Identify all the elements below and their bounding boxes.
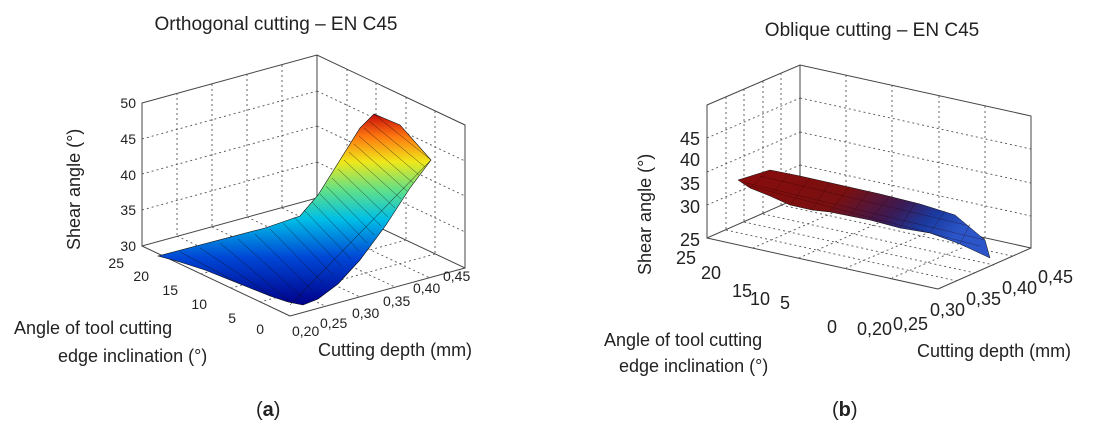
chart-b-y-tick: 25 bbox=[676, 248, 696, 268]
chart-b-y-label-line1: Angle of tool cutting bbox=[604, 330, 762, 350]
chart-a-x-tick: 0,20 bbox=[292, 323, 319, 339]
chart-b-z-tick: 30 bbox=[680, 197, 700, 217]
chart-a-z-tick: 50 bbox=[120, 95, 136, 111]
chart-a-panel-label: (a) bbox=[256, 399, 280, 421]
chart-b-y-tick: 20 bbox=[701, 263, 721, 283]
chart-a-x-tick: 0,40 bbox=[413, 280, 440, 296]
chart-a-y-ticks: 0 5 10 15 20 25 bbox=[108, 255, 264, 337]
chart-a-x-tick: 0,25 bbox=[320, 315, 347, 331]
chart-b-title: Oblique cutting – EN C45 bbox=[765, 20, 979, 41]
chart-b-y-label-line2: edge inclination (°) bbox=[619, 356, 768, 376]
chart-b-x-tick: 0,40 bbox=[1002, 278, 1037, 298]
chart-a-z-label: Shear angle (°) bbox=[64, 129, 84, 250]
chart-a-x-tick: 0,30 bbox=[352, 305, 379, 321]
chart-a-y-label-line2: edge inclination (°) bbox=[58, 346, 207, 366]
chart-b-x-tick: 0,30 bbox=[930, 300, 965, 320]
chart-a-z-tick: 30 bbox=[120, 238, 136, 254]
chart-a-surface bbox=[156, 113, 432, 306]
chart-a-z-ticks: 30 35 40 45 50 bbox=[120, 95, 136, 254]
chart-a-y-tick: 15 bbox=[162, 282, 178, 298]
chart-a-z-tick: 40 bbox=[120, 167, 136, 183]
chart-b-z-label: Shear angle (°) bbox=[635, 154, 655, 275]
chart-b-surface bbox=[737, 169, 991, 259]
chart-a-y-label-line1: Angle of tool cutting bbox=[14, 318, 172, 338]
chart-a-x-tick: 0,35 bbox=[383, 293, 410, 309]
chart-b-z-tick: 45 bbox=[680, 129, 700, 149]
chart-a-x-tick: 0,45 bbox=[443, 268, 470, 284]
chart-a-y-tick: 20 bbox=[133, 268, 149, 284]
chart-b-z-ticks: 25 30 35 40 45 bbox=[680, 129, 700, 250]
chart-b-panel-label: (b) bbox=[832, 399, 858, 421]
chart-b-x-ticks: 0,20 0,25 0,30 0,35 0,40 0,45 bbox=[857, 267, 1073, 339]
chart-a-y-tick: 25 bbox=[108, 255, 124, 271]
chart-b-z-tick: 40 bbox=[680, 150, 700, 170]
chart-a-title: Orthogonal cutting – EN C45 bbox=[155, 14, 398, 35]
chart-a: Orthogonal cutting – EN C45 bbox=[14, 14, 472, 421]
chart-b-x-tick: 0,35 bbox=[966, 289, 1001, 309]
chart-b-z-tick: 35 bbox=[680, 174, 700, 194]
chart-b-box bbox=[706, 64, 1032, 249]
chart-b-x-tick: 0,25 bbox=[893, 314, 928, 334]
chart-a-y-tick: 5 bbox=[228, 310, 236, 326]
chart-a-x-label: Cutting depth (mm) bbox=[318, 340, 472, 360]
chart-b-z-tick: 25 bbox=[680, 230, 700, 250]
chart-b-y-ticks: 0 5 10 15 20 25 bbox=[676, 248, 837, 337]
chart-b-x-tick: 0,20 bbox=[857, 319, 892, 339]
chart-a-x-ticks: 0,20 0,25 0,30 0,35 0,40 0,45 bbox=[292, 268, 470, 339]
chart-b-y-tick: 10 bbox=[750, 289, 770, 309]
chart-a-y-tick: 10 bbox=[191, 296, 207, 312]
chart-b-y-tick: 15 bbox=[732, 281, 752, 301]
chart-b-y-tick: 0 bbox=[827, 317, 837, 337]
chart-a-y-tick: 0 bbox=[256, 321, 264, 337]
chart-b-x-tick: 0,45 bbox=[1038, 267, 1073, 287]
chart-b: Oblique cutting – EN C45 bbox=[604, 20, 1073, 421]
chart-a-z-tick: 45 bbox=[120, 131, 136, 147]
chart-b-y-tick: 5 bbox=[780, 293, 790, 313]
chart-a-z-tick: 35 bbox=[120, 202, 136, 218]
chart-b-x-label: Cutting depth (mm) bbox=[917, 341, 1071, 361]
